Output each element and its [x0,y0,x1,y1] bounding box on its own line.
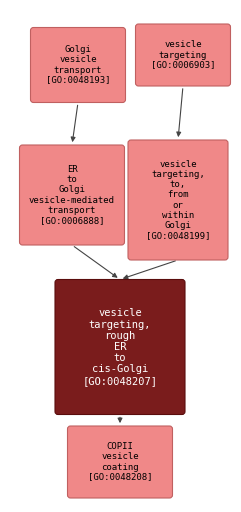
FancyBboxPatch shape [20,145,125,245]
Text: ER
to
Golgi
vesicle-mediated
transport
[GO:0006888]: ER to Golgi vesicle-mediated transport [… [29,165,115,225]
Text: vesicle
targeting,
to,
from
or
within
Golgi
[GO:0048199]: vesicle targeting, to, from or within Go… [146,160,210,240]
FancyBboxPatch shape [55,280,185,415]
Text: vesicle
targeting,
rough
ER
to
cis-Golgi
[GO:0048207]: vesicle targeting, rough ER to cis-Golgi… [82,308,158,386]
FancyBboxPatch shape [128,140,228,260]
Text: COPII
vesicle
coating
[GO:0048208]: COPII vesicle coating [GO:0048208] [88,442,152,482]
FancyBboxPatch shape [67,426,173,498]
Text: Golgi
vesicle
transport
[GO:0048193]: Golgi vesicle transport [GO:0048193] [46,46,110,84]
FancyBboxPatch shape [31,28,126,102]
FancyBboxPatch shape [135,24,230,86]
Text: vesicle
targeting
[GO:0006903]: vesicle targeting [GO:0006903] [151,40,215,70]
